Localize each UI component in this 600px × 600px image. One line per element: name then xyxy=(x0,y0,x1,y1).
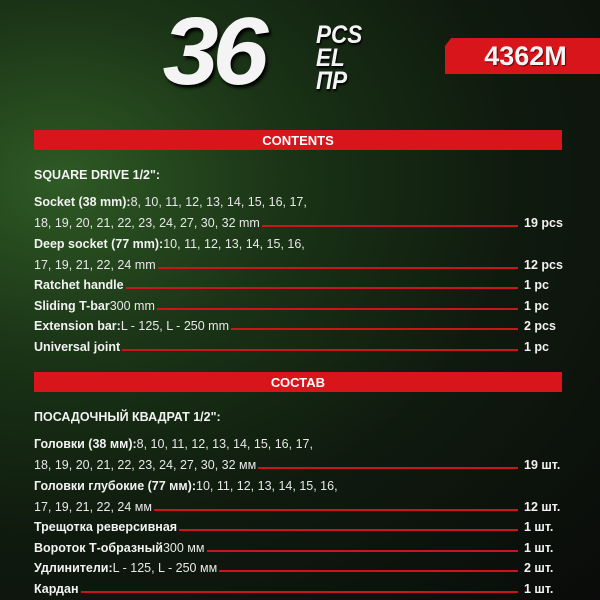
model-badge: 4362M xyxy=(445,38,600,74)
leader-line xyxy=(157,266,518,269)
item-label: Deep socket (77 mm): xyxy=(34,236,164,251)
leader-line xyxy=(230,328,518,331)
model-number: 4362M xyxy=(484,41,567,71)
item-line: Кардан 1 шт. xyxy=(34,576,562,596)
item-line: Трещотка реверсивная 1 шт. xyxy=(34,514,562,534)
item-label: Удлинители: xyxy=(34,561,113,576)
item-line: Universal joint 1 pc xyxy=(34,334,562,354)
item-label: Extension bar: xyxy=(34,319,121,334)
item-sizes: 17, 19, 21, 22, 24 мм xyxy=(34,499,152,514)
section-subtitle: SQUARE DRIVE 1/2": xyxy=(34,168,161,182)
item-quantity: 19 шт. xyxy=(524,458,561,472)
item-label: Головки глубокие (77 мм): xyxy=(34,478,196,493)
item-line: Socket (38 mm): 8, 10, 11, 12, 13, 14, 1… xyxy=(34,189,562,209)
leader-line xyxy=(219,570,518,573)
leader-line xyxy=(122,349,518,351)
item-line: 17, 19, 21, 22, 24 мм 12 шт. xyxy=(34,494,562,514)
item-line: 18, 19, 20, 21, 22, 23, 24, 27, 30, 32 m… xyxy=(34,210,563,230)
item-detail: 300 мм xyxy=(162,540,205,555)
pcs-label: PCS xyxy=(316,21,363,49)
item-quantity: 2 шт. xyxy=(524,561,554,576)
item-line: Sliding T-bar 300 mm 1 pc xyxy=(34,293,562,313)
item-sizes: 18, 19, 20, 21, 22, 23, 24, 27, 30, 32 m… xyxy=(34,216,260,230)
leader-line xyxy=(179,529,518,532)
item-quantity: 19 pcs xyxy=(524,216,563,230)
piece-count: 36 xyxy=(162,0,269,105)
item-detail: 300 mm xyxy=(109,298,155,313)
item-quantity: 2 pcs xyxy=(524,319,556,334)
item-label: Головки (38 мм): xyxy=(34,437,137,451)
pr-label: ПР xyxy=(316,67,348,95)
section-header: СОСТАВ xyxy=(34,372,562,392)
item-sizes: 8, 10, 11, 12, 13, 14, 15, 16, 17, xyxy=(136,437,313,451)
leader-line xyxy=(80,591,518,593)
item-quantity: 1 pc xyxy=(524,340,550,354)
item-sizes: 8, 10, 11, 12, 13, 14, 15, 16, 17, xyxy=(130,195,307,209)
item-label: Трещотка реверсивная xyxy=(34,520,178,535)
item-label: Sliding T-bar xyxy=(34,298,110,313)
item-label: Ratchet handle xyxy=(34,278,124,293)
item-quantity: 1 шт. xyxy=(524,520,554,535)
item-line: 18, 19, 20, 21, 22, 23, 24, 27, 30, 32 м… xyxy=(34,452,562,472)
leader-line xyxy=(261,225,518,227)
item-label: Вороток Т-образный xyxy=(34,540,163,555)
item-label: Universal joint xyxy=(34,340,121,354)
item-line: Удлинители: L - 125, L - 250 мм 2 шт. xyxy=(34,555,562,575)
item-line: Extension bar: L - 125, L - 250 mm 2 pcs xyxy=(34,313,562,333)
item-line: Вороток Т-образный 300 мм 1 шт. xyxy=(34,535,562,555)
leader-line xyxy=(258,467,518,469)
leader-line xyxy=(125,287,518,290)
item-line: Deep socket (77 mm): 10, 11, 12, 13, 14,… xyxy=(34,231,562,251)
section-header: CONTENTS xyxy=(34,130,562,150)
leader-line xyxy=(156,307,518,310)
item-quantity: 1 шт. xyxy=(524,540,554,555)
item-quantity: 1 шт. xyxy=(524,582,554,596)
item-sizes: 18, 19, 20, 21, 22, 23, 24, 27, 30, 32 м… xyxy=(34,458,257,472)
item-line: Головки глубокие (77 мм): 10, 11, 12, 13… xyxy=(34,473,562,493)
item-sizes: 10, 11, 12, 13, 14, 15, 16, xyxy=(163,236,305,251)
item-sizes: 10, 11, 12, 13, 14, 15, 16, xyxy=(196,478,338,493)
section-subtitle: ПОСАДОЧНЫЙ КВАДРАТ 1/2": xyxy=(34,410,221,424)
item-detail: L - 125, L - 250 mm xyxy=(120,319,229,334)
item-quantity: 1 pc xyxy=(524,298,550,313)
item-label: Кардан xyxy=(34,582,79,596)
item-label: Socket (38 mm): xyxy=(34,195,131,209)
item-sizes: 17, 19, 21, 22, 24 mm xyxy=(34,257,156,272)
item-quantity: 12 шт. xyxy=(524,499,561,514)
item-line: Головки (38 мм): 8, 10, 11, 12, 13, 14, … xyxy=(34,431,562,451)
item-line: 17, 19, 21, 22, 24 mm 12 pcs xyxy=(34,252,563,272)
leader-line xyxy=(206,549,518,552)
item-detail: L - 125, L - 250 мм xyxy=(112,561,218,576)
el-label: EL xyxy=(316,44,345,72)
item-quantity: 1 pc xyxy=(524,278,550,293)
leader-line xyxy=(153,508,518,511)
item-quantity: 12 pcs xyxy=(524,257,563,272)
item-line: Ratchet handle 1 pc xyxy=(34,272,562,292)
